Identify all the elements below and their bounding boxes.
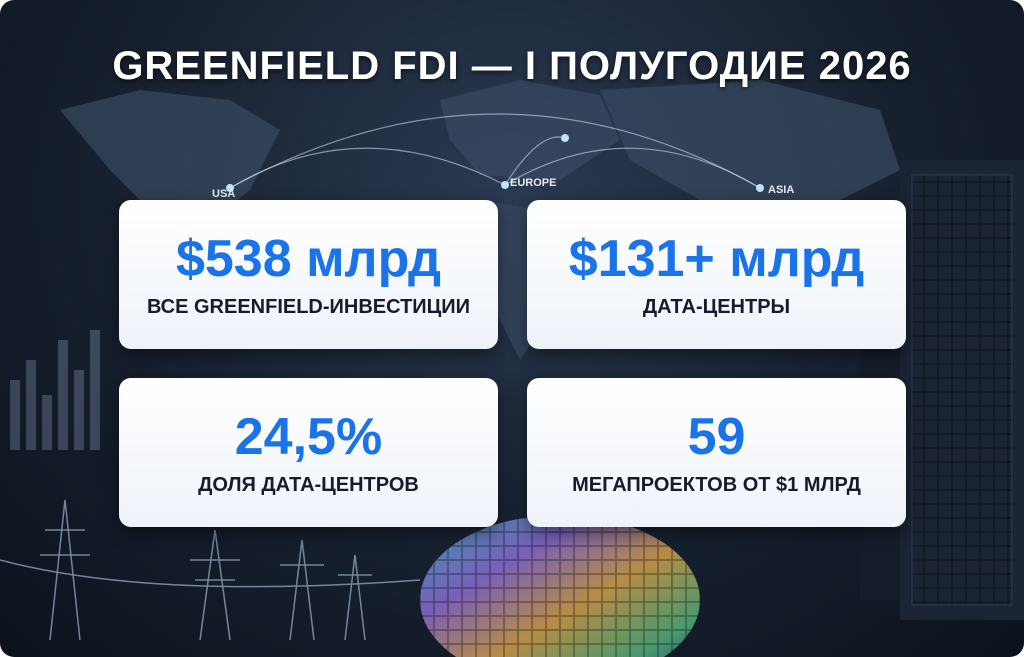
stat-card: 24,5% ДОЛЯ ДАТА-ЦЕНТРОВ: [119, 378, 498, 527]
title: GREENFIELD FDI — I ПОЛУГОДИЕ 2026: [112, 44, 912, 88]
map-label: USA: [212, 188, 236, 200]
map-label: EUROPE: [510, 177, 557, 189]
wafer: [420, 515, 700, 657]
stat-value: $538 млрд: [175, 230, 442, 288]
stock-bars: [10, 330, 100, 450]
power-towers: [0, 499, 421, 641]
stat-label: ДОЛЯ ДАТА-ЦЕНТРОВ: [198, 474, 419, 496]
stat-value: 24,5%: [234, 408, 383, 466]
stat-value: 59: [687, 408, 746, 466]
stat-label: МЕГАПРОЕКТОВ ОТ $1 МЛРД: [572, 474, 861, 496]
route-arcs: [229, 113, 761, 189]
stat-card: 59 МЕГАПРОЕКТОВ ОТ $1 МЛРД: [527, 378, 906, 527]
map-label: ASIA: [768, 184, 795, 196]
stat-value: $131+ млрд: [568, 230, 865, 288]
stat-label: ДАТА-ЦЕНТРЫ: [642, 296, 791, 318]
route-nodes: [226, 134, 764, 192]
stat-card: $538 млрд ВСЕ GREENFIELD-ИНВЕСТИЦИИ: [119, 200, 498, 349]
stat-card: $131+ млрд ДАТА-ЦЕНТРЫ: [527, 200, 906, 349]
stat-label: ВСЕ GREENFIELD-ИНВЕСТИЦИИ: [146, 296, 471, 318]
